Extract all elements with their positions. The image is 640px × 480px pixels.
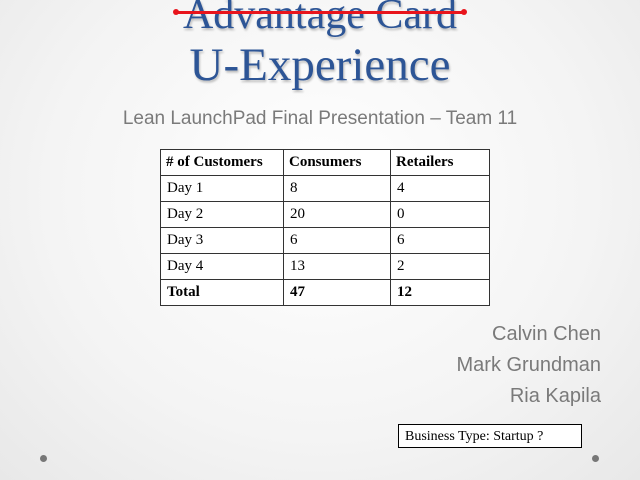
business-type-box: Business Type: Startup ?	[398, 424, 582, 448]
cell: Day 2	[160, 201, 284, 228]
cell: Day 3	[160, 227, 284, 254]
team-member: Ria Kapila	[509, 385, 601, 407]
cell: 8	[283, 175, 391, 202]
struck-title: Advantage Card	[182, 0, 458, 38]
decorative-dot-icon	[40, 455, 47, 462]
table-header-row: # of Customers Consumers Retailers	[160, 149, 490, 176]
strikethrough-line	[173, 9, 467, 15]
team-member: Calvin Chen	[492, 323, 601, 345]
header-cell: # of Customers	[160, 149, 284, 176]
header-cell: Retailers	[390, 149, 490, 176]
cell: 6	[283, 227, 391, 254]
decorative-dot-icon	[592, 455, 599, 462]
cell: 0	[390, 201, 490, 228]
cell: Total	[160, 279, 284, 306]
team-names: Calvin Chen Mark Grundman Ria Kapila	[457, 319, 602, 412]
cell: 2	[390, 253, 490, 280]
cell: 12	[390, 279, 490, 306]
team-member: Mark Grundman	[456, 354, 602, 376]
slide-title: U-Experience	[189, 39, 451, 91]
cell: 47	[283, 279, 391, 306]
cell: Day 1	[160, 175, 284, 202]
cell: 4	[390, 175, 490, 202]
header-cell: Consumers	[283, 149, 391, 176]
table-row: Day 4 13 2	[160, 253, 490, 280]
total-row: Total 47 12	[160, 279, 490, 306]
customers-table: # of Customers Consumers Retailers Day 1…	[160, 149, 490, 306]
table-row: Day 2 20 0	[160, 201, 490, 228]
cell: Day 4	[160, 253, 284, 280]
cell: 20	[283, 201, 391, 228]
cell: 13	[283, 253, 391, 280]
subtitle: Lean LaunchPad Final Presentation – Team…	[122, 108, 518, 129]
cell: 6	[390, 227, 490, 254]
